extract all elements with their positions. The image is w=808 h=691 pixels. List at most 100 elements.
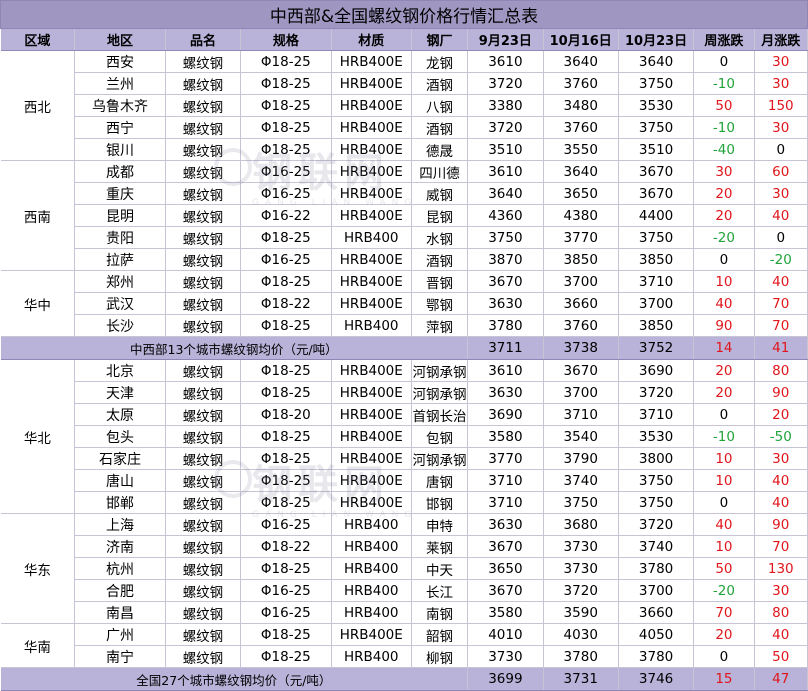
week-change-cell: 20 — [693, 381, 755, 404]
month-change-cell: 40 — [754, 469, 808, 492]
table-row: 唐山 螺纹钢 Φ18-25 HRB400E 唐钢 3710 3740 3750 10 40 — [1, 469, 808, 492]
product-cell: 螺纹钢 — [165, 204, 242, 227]
price-sep23-cell: 3610 — [467, 50, 544, 73]
city-cell: 兰州 — [74, 72, 166, 95]
price-oct16-cell: 3590 — [543, 601, 619, 624]
product-cell: 螺纹钢 — [165, 72, 242, 95]
product-cell: 螺纹钢 — [165, 270, 242, 293]
mill-cell: 唐钢 — [411, 469, 469, 492]
table-row: 石家庄 螺纹钢 Φ18-25 HRB400E 河钢承钢 3770 3790 3800 10 30 — [1, 447, 808, 470]
product-cell: 螺纹钢 — [165, 469, 242, 492]
mill-cell: 晋钢 — [411, 270, 469, 293]
price-oct16-cell: 3750 — [543, 491, 619, 514]
city-cell: 贵阳 — [74, 226, 166, 249]
average-label: 全国27个城市螺纹钢均价（元/吨） — [0, 667, 469, 691]
month-change-cell: 130 — [754, 557, 808, 580]
header-city: 地区 — [74, 28, 166, 51]
month-change-cell: 50 — [754, 645, 808, 668]
month-change-cell: 60 — [754, 160, 808, 183]
average-week-change: 15 — [693, 667, 755, 691]
header-grade: 材质 — [331, 28, 412, 51]
city-cell: 银川 — [74, 138, 166, 161]
spec-cell: Φ18-22 — [240, 292, 332, 315]
grade-cell: HRB400E — [331, 138, 412, 161]
month-change-cell: 80 — [754, 359, 808, 382]
week-change-cell: 50 — [693, 557, 755, 580]
price-sep23-cell: 3710 — [467, 469, 544, 492]
grade-cell: HRB400E — [331, 403, 412, 426]
mill-cell: 威钢 — [411, 182, 469, 205]
price-oct16-cell: 3670 — [543, 359, 619, 382]
price-oct16-cell: 3680 — [543, 513, 619, 536]
price-sep23-cell: 3380 — [467, 94, 544, 117]
product-cell: 螺纹钢 — [165, 314, 242, 337]
grade-cell: HRB400E — [331, 469, 412, 492]
grade-cell: HRB400E — [331, 447, 412, 470]
city-cell: 重庆 — [74, 182, 166, 205]
price-oct23-cell: 3670 — [618, 182, 695, 205]
table-row: 天津 螺纹钢 Φ18-25 HRB400E 河钢承钢 3630 3700 3720 20 90 — [1, 381, 808, 404]
average-oct16: 3731 — [543, 667, 619, 691]
month-change-cell: 0 — [754, 138, 808, 161]
price-oct16-cell: 3720 — [543, 579, 619, 602]
price-sep23-cell: 3770 — [467, 447, 544, 470]
week-change-cell: 40 — [693, 292, 755, 315]
grade-cell: HRB400 — [331, 314, 412, 337]
product-cell: 螺纹钢 — [165, 535, 242, 558]
price-oct23-cell: 3780 — [618, 557, 695, 580]
table-row: 兰州 螺纹钢 Φ18-25 HRB400E 酒钢 3720 3760 3750 -10 30 — [1, 72, 808, 95]
price-sep23-cell: 3630 — [467, 381, 544, 404]
week-change-cell: 30 — [693, 160, 755, 183]
week-change-cell: 50 — [693, 94, 755, 117]
table-row: 重庆 螺纹钢 Φ16-25 HRB400E 威钢 3640 3650 3670 20 30 — [1, 182, 808, 205]
table-row: 杭州 螺纹钢 Φ18-25 HRB400 中天 3650 3730 3780 50 130 — [1, 557, 808, 580]
week-change-cell: 0 — [693, 403, 755, 426]
mill-cell: 邯钢 — [411, 491, 469, 514]
price-oct23-cell: 3670 — [618, 160, 695, 183]
spec-cell: Φ18-20 — [240, 403, 332, 426]
product-cell: 螺纹钢 — [165, 248, 242, 271]
spec-cell: Φ16-25 — [240, 248, 332, 271]
average-row: 全国27个城市螺纹钢均价（元/吨） 3699 3731 3746 15 47 — [0, 667, 808, 691]
price-oct16-cell: 3640 — [543, 160, 619, 183]
price-oct23-cell: 3530 — [618, 94, 695, 117]
price-oct16-cell: 3710 — [543, 403, 619, 426]
price-sep23-cell: 3870 — [467, 248, 544, 271]
week-change-cell: 10 — [693, 270, 755, 293]
table-row: 武汉 螺纹钢 Φ18-22 HRB400E 鄂钢 3630 3660 3700 40 70 — [1, 292, 808, 315]
spec-cell: Φ18-25 — [240, 270, 332, 293]
week-change-cell: -10 — [693, 72, 755, 95]
month-change-cell: 30 — [754, 72, 808, 95]
grade-cell: HRB400E — [331, 248, 412, 271]
spec-cell: Φ18-22 — [240, 535, 332, 558]
grade-cell: HRB400E — [331, 381, 412, 404]
mill-cell: 河钢承钢 — [411, 381, 469, 404]
city-cell: 西安 — [74, 50, 166, 73]
product-cell: 螺纹钢 — [165, 623, 242, 646]
title-row: 中西部&全国螺纹钢价格行情汇总表 — [0, 0, 808, 29]
grade-cell: HRB400E — [331, 160, 412, 183]
product-cell: 螺纹钢 — [165, 491, 242, 514]
product-cell: 螺纹钢 — [165, 403, 242, 426]
product-cell: 螺纹钢 — [165, 94, 242, 117]
product-cell: 螺纹钢 — [165, 645, 242, 668]
average-month-change: 47 — [754, 667, 808, 691]
mill-cell: 昆钢 — [411, 204, 469, 227]
price-sep23-cell: 4010 — [467, 623, 544, 646]
grade-cell: HRB400E — [331, 491, 412, 514]
month-change-cell: 40 — [754, 204, 808, 227]
price-oct16-cell: 3740 — [543, 469, 619, 492]
table-row: 华中 郑州 螺纹钢 Φ18-25 HRB400E 晋钢 3670 3700 3710 10 40 — [0, 270, 808, 337]
city-cell: 广州 — [74, 623, 166, 646]
month-change-cell: 90 — [754, 513, 808, 536]
mill-cell: 龙钢 — [411, 50, 469, 73]
header-spec: 规格 — [240, 28, 332, 51]
price-oct16-cell: 3700 — [543, 381, 619, 404]
mill-cell: 中天 — [411, 557, 469, 580]
mill-cell: 酒钢 — [411, 116, 469, 139]
spec-cell: Φ18-25 — [240, 645, 332, 668]
price-oct23-cell: 3750 — [618, 491, 695, 514]
mill-cell: 河钢承钢 — [411, 359, 469, 382]
spec-cell: Φ18-25 — [240, 491, 332, 514]
